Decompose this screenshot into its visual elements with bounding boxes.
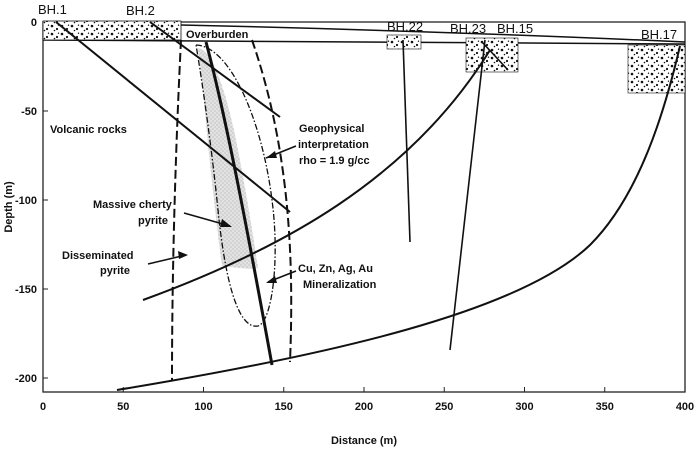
label-disseminated: Disseminated xyxy=(62,250,134,262)
arrow-geophysical-head xyxy=(266,151,277,158)
x-tick-label: 50 xyxy=(117,401,129,413)
disseminated-pyrite-left-boundary xyxy=(171,39,182,381)
x-tick-label: 150 xyxy=(275,401,293,413)
x-axis xyxy=(42,387,686,392)
overburden-gravel-bh1 xyxy=(42,20,182,41)
x-tick-label: 250 xyxy=(435,401,453,413)
borehole-label-bh22: BH.22 xyxy=(387,19,423,34)
x-tick-label: 300 xyxy=(515,401,533,413)
label-mineral-elements: Cu, Zn, Ag, Au xyxy=(298,263,373,275)
label-massive-cherty: Massive cherty xyxy=(93,199,173,211)
borehole-trace-bh2 xyxy=(149,21,281,118)
arrow-mineralization-head xyxy=(266,276,277,283)
geophysical-outline xyxy=(195,44,276,327)
volcanic-contact-upper xyxy=(142,49,491,301)
x-tick-label: 400 xyxy=(676,401,694,413)
borehole-label-bh1: BH.1 xyxy=(38,2,67,17)
x-axis-title: Distance (m) xyxy=(331,435,397,447)
borehole-label-bh23: BH.23 xyxy=(450,21,486,36)
y-tick-label: -50 xyxy=(21,106,37,118)
x-tick-label: 350 xyxy=(596,401,614,413)
label-volcanic-rocks: Volcanic rocks xyxy=(50,124,127,136)
y-tick-label: -150 xyxy=(15,284,37,296)
x-tick-label: 200 xyxy=(355,401,373,413)
y-axis xyxy=(43,21,48,379)
overburden-base-line xyxy=(42,39,686,45)
borehole-trace-bh1 xyxy=(55,21,291,213)
label-density: rho = 1.9 g/cc xyxy=(299,155,370,167)
borehole-label-bh15: BH.15 xyxy=(497,21,533,36)
y-tick-label: 0 xyxy=(31,17,37,29)
label-massive-pyrite: pyrite xyxy=(138,215,168,227)
label-geophysical: Geophysical xyxy=(299,123,364,135)
arrow-disseminated-head xyxy=(178,251,188,259)
label-disseminated-pyrite: pyrite xyxy=(100,265,130,277)
label-overburden: Overburden xyxy=(186,29,249,41)
mineralization-trace xyxy=(204,41,274,366)
disseminated-pyrite-right-boundary xyxy=(251,39,293,363)
borehole-trace-bh22 xyxy=(402,39,411,243)
borehole-label-bh2: BH.2 xyxy=(126,3,155,18)
borehole-label-bh17: BH.17 xyxy=(641,27,677,42)
y-tick-label: -200 xyxy=(15,373,37,385)
y-tick-label: -100 xyxy=(15,195,37,207)
volcanic-contact-lower xyxy=(116,45,681,391)
x-tick-label: 0 xyxy=(40,401,46,413)
label-interpretation: interpretation xyxy=(298,139,369,151)
arrow-massive-pyrite-head xyxy=(220,219,232,227)
y-axis-title: Depth (m) xyxy=(3,181,15,233)
overburden-gravel-bh17 xyxy=(627,44,686,94)
borehole-trace-bh15 xyxy=(481,41,509,71)
label-mineralization: Mineralization xyxy=(303,279,377,291)
x-tick-label: 100 xyxy=(194,401,212,413)
borehole-trace-bh23 xyxy=(449,39,486,351)
overburden-gravel-bh23 xyxy=(465,37,519,73)
